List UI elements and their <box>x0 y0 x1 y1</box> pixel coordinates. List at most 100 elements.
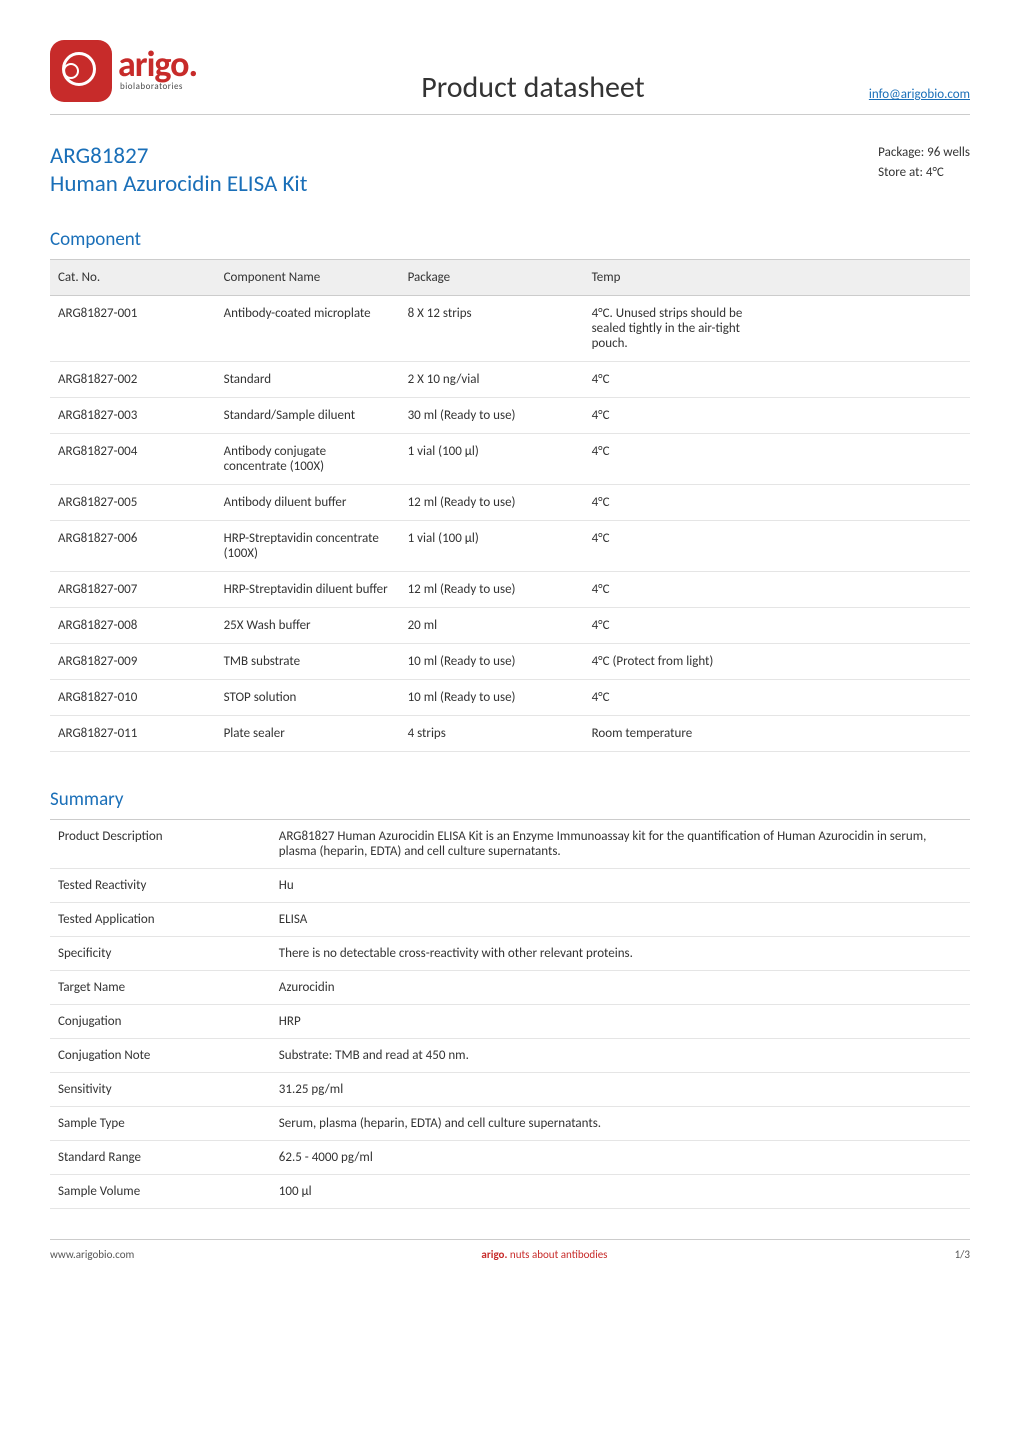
info-email-link[interactable]: info@arigobio.com <box>869 87 970 102</box>
title-block: ARG81827 Human Azurocidin ELISA Kit Pack… <box>50 143 970 198</box>
summary-value-cell: Serum, plasma (heparin, EDTA) and cell c… <box>271 1107 970 1141</box>
summary-label-cell: Conjugation <box>50 1005 271 1039</box>
table-row: ARG81827-005Antibody diluent buffer12 ml… <box>50 485 970 521</box>
cat-no-cell: ARG81827-001 <box>50 296 216 362</box>
component-name-cell: 25X Wash buffer <box>216 608 400 644</box>
col-cat-no: Cat. No. <box>50 260 216 296</box>
package-value: 96 wells <box>927 145 970 160</box>
temp-cell: Room temperature <box>584 716 786 752</box>
product-code: ARG81827 <box>50 143 307 171</box>
table-row: ARG81827-006HRP-Streptavidin concentrate… <box>50 521 970 572</box>
package-cell: 20 ml <box>400 608 584 644</box>
product-title: ARG81827 Human Azurocidin ELISA Kit <box>50 143 307 198</box>
table-row: Sample Volume100 µl <box>50 1175 970 1209</box>
footer-brand: arigo. <box>481 1248 507 1261</box>
cat-no-cell: ARG81827-010 <box>50 680 216 716</box>
component-name-cell: Standard/Sample diluent <box>216 398 400 434</box>
footer-url: www.arigobio.com <box>50 1248 134 1261</box>
cat-no-cell: ARG81827-009 <box>50 644 216 680</box>
footer-tagline: nuts about antibodies <box>510 1248 608 1261</box>
logo: arigo. biolaboratories <box>50 40 197 102</box>
component-name-cell: Antibody conjugate concentrate (100X) <box>216 434 400 485</box>
blank-cell <box>786 434 970 485</box>
table-row: ARG81827-001Antibody-coated microplate8 … <box>50 296 970 362</box>
table-row: Conjugation NoteSubstrate: TMB and read … <box>50 1039 970 1073</box>
package-cell: 30 ml (Ready to use) <box>400 398 584 434</box>
temp-cell: 4°C <box>584 398 786 434</box>
blank-cell <box>786 485 970 521</box>
product-name: Human Azurocidin ELISA Kit <box>50 171 307 199</box>
package-cell: 10 ml (Ready to use) <box>400 644 584 680</box>
summary-label-cell: Sample Type <box>50 1107 271 1141</box>
package-cell: 12 ml (Ready to use) <box>400 572 584 608</box>
cat-no-cell: ARG81827-006 <box>50 521 216 572</box>
component-name-cell: Plate sealer <box>216 716 400 752</box>
logo-subtitle: biolaboratories <box>120 81 197 92</box>
package-cell: 8 X 12 strips <box>400 296 584 362</box>
page-header: arigo. biolaboratories Product datasheet… <box>50 40 970 115</box>
component-table: Cat. No. Component Name Package Temp ARG… <box>50 259 970 752</box>
table-row: Tested ApplicationELISA <box>50 903 970 937</box>
summary-value-cell: Azurocidin <box>271 971 970 1005</box>
summary-value-cell: HRP <box>271 1005 970 1039</box>
table-row: ARG81827-00825X Wash buffer20 ml4°C <box>50 608 970 644</box>
footer-page-number: 1/3 <box>955 1248 970 1261</box>
summary-heading: Summary <box>50 788 970 811</box>
summary-value-cell: 100 µl <box>271 1175 970 1209</box>
package-cell: 10 ml (Ready to use) <box>400 680 584 716</box>
summary-label-cell: Target Name <box>50 971 271 1005</box>
package-cell: 12 ml (Ready to use) <box>400 485 584 521</box>
summary-value-cell: ARG81827 Human Azurocidin ELISA Kit is a… <box>271 820 970 869</box>
store-label: Store at: <box>878 165 923 180</box>
table-row: ARG81827-003Standard/Sample diluent30 ml… <box>50 398 970 434</box>
blank-cell <box>786 572 970 608</box>
col-temp: Temp <box>584 260 786 296</box>
temp-cell: 4°C (Protect from light) <box>584 644 786 680</box>
component-name-cell: Antibody diluent buffer <box>216 485 400 521</box>
cat-no-cell: ARG81827-008 <box>50 608 216 644</box>
summary-value-cell: There is no detectable cross-reactivity … <box>271 937 970 971</box>
logo-mark-icon <box>50 40 112 102</box>
component-name-cell: HRP-Streptavidin diluent buffer <box>216 572 400 608</box>
table-row: Product DescriptionARG81827 Human Azuroc… <box>50 820 970 869</box>
store-line: Store at: 4°C <box>878 163 970 183</box>
summary-label-cell: Sensitivity <box>50 1073 271 1107</box>
temp-cell: 4°C. Unused strips should be sealed tigh… <box>584 296 786 362</box>
table-row: ARG81827-002Standard2 X 10 ng/vial4°C <box>50 362 970 398</box>
summary-label-cell: Conjugation Note <box>50 1039 271 1073</box>
summary-label-cell: Sample Volume <box>50 1175 271 1209</box>
temp-cell: 4°C <box>584 485 786 521</box>
table-row: Tested ReactivityHu <box>50 869 970 903</box>
summary-value-cell: 62.5 - 4000 pg/ml <box>271 1141 970 1175</box>
cat-no-cell: ARG81827-005 <box>50 485 216 521</box>
cat-no-cell: ARG81827-003 <box>50 398 216 434</box>
blank-cell <box>786 521 970 572</box>
cat-no-cell: ARG81827-007 <box>50 572 216 608</box>
summary-value-cell: ELISA <box>271 903 970 937</box>
table-row: SpecificityThere is no detectable cross-… <box>50 937 970 971</box>
table-row: Sample TypeSerum, plasma (heparin, EDTA)… <box>50 1107 970 1141</box>
summary-label-cell: Specificity <box>50 937 271 971</box>
component-name-cell: STOP solution <box>216 680 400 716</box>
logo-word: arigo. <box>118 50 197 79</box>
component-name-cell: Antibody-coated microplate <box>216 296 400 362</box>
table-row: ARG81827-009TMB substrate10 ml (Ready to… <box>50 644 970 680</box>
page-footer: www.arigobio.com arigo. nuts about antib… <box>50 1239 970 1261</box>
package-cell: 1 vial (100 µl) <box>400 434 584 485</box>
summary-label-cell: Standard Range <box>50 1141 271 1175</box>
table-row: Target NameAzurocidin <box>50 971 970 1005</box>
table-row: Standard Range62.5 - 4000 pg/ml <box>50 1141 970 1175</box>
store-value: 4°C <box>926 165 944 180</box>
document-title: Product datasheet <box>421 69 644 106</box>
summary-label-cell: Tested Application <box>50 903 271 937</box>
summary-label-cell: Tested Reactivity <box>50 869 271 903</box>
temp-cell: 4°C <box>584 608 786 644</box>
table-row: ARG81827-004Antibody conjugate concentra… <box>50 434 970 485</box>
blank-cell <box>786 362 970 398</box>
blank-cell <box>786 608 970 644</box>
col-component-name: Component Name <box>216 260 400 296</box>
logo-text: arigo. biolaboratories <box>118 50 197 92</box>
blank-cell <box>786 398 970 434</box>
cat-no-cell: ARG81827-004 <box>50 434 216 485</box>
temp-cell: 4°C <box>584 680 786 716</box>
